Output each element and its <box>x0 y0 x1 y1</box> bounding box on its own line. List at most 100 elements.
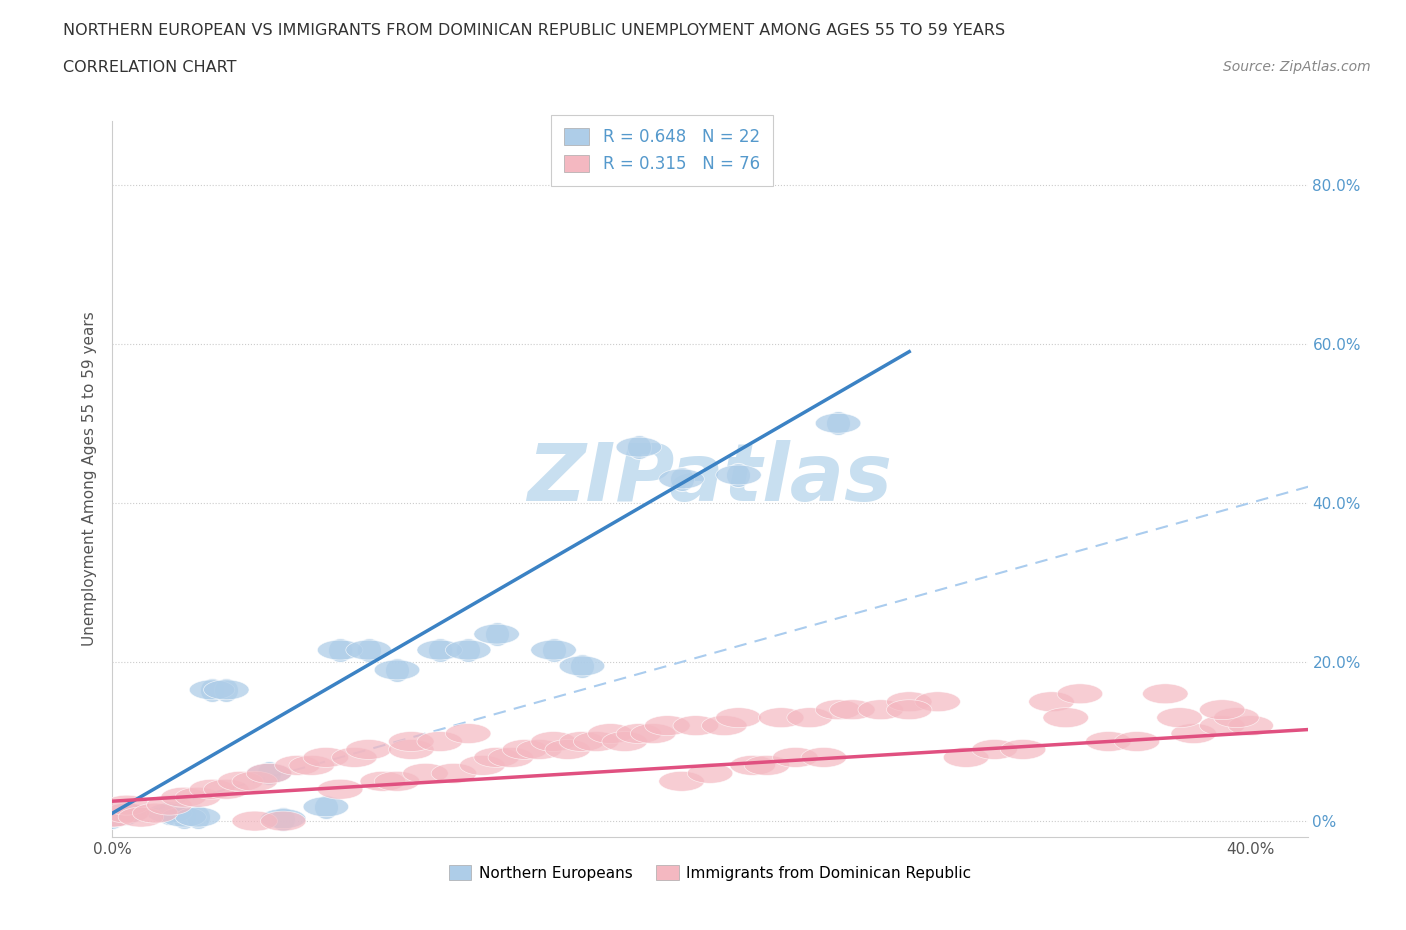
Ellipse shape <box>104 795 149 815</box>
Point <box>485 627 508 642</box>
Ellipse shape <box>730 755 776 776</box>
Ellipse shape <box>801 748 846 767</box>
Ellipse shape <box>176 788 221 807</box>
Ellipse shape <box>90 807 135 827</box>
Ellipse shape <box>830 699 875 720</box>
Ellipse shape <box>1085 732 1132 751</box>
Point <box>115 805 138 820</box>
Ellipse shape <box>1114 732 1160 751</box>
Ellipse shape <box>744 755 790 776</box>
Text: NORTHERN EUROPEAN VS IMMIGRANTS FROM DOMINICAN REPUBLIC UNEMPLOYMENT AMONG AGES : NORTHERN EUROPEAN VS IMMIGRANTS FROM DOM… <box>63 23 1005 38</box>
Point <box>543 643 565 658</box>
Ellipse shape <box>418 640 463 660</box>
Ellipse shape <box>474 624 519 644</box>
Point <box>671 472 693 486</box>
Ellipse shape <box>815 413 860 433</box>
Ellipse shape <box>246 764 292 783</box>
Ellipse shape <box>218 771 263 791</box>
Ellipse shape <box>560 732 605 751</box>
Ellipse shape <box>160 807 207 827</box>
Ellipse shape <box>90 807 135 827</box>
Ellipse shape <box>673 716 718 736</box>
Ellipse shape <box>702 716 747 736</box>
Legend: Northern Europeans, Immigrants from Dominican Republic: Northern Europeans, Immigrants from Domi… <box>443 858 977 886</box>
Ellipse shape <box>260 809 307 829</box>
Ellipse shape <box>773 748 818 767</box>
Point <box>187 810 209 825</box>
Ellipse shape <box>132 804 179 823</box>
Ellipse shape <box>1057 684 1102 704</box>
Ellipse shape <box>374 660 420 680</box>
Ellipse shape <box>716 465 761 485</box>
Ellipse shape <box>886 699 932 720</box>
Ellipse shape <box>104 804 149 823</box>
Ellipse shape <box>716 708 761 727</box>
Ellipse shape <box>1029 692 1074 711</box>
Ellipse shape <box>104 804 149 823</box>
Ellipse shape <box>1043 708 1088 727</box>
Ellipse shape <box>758 708 804 727</box>
Point <box>271 811 294 826</box>
Ellipse shape <box>972 739 1018 760</box>
Ellipse shape <box>915 692 960 711</box>
Ellipse shape <box>204 779 249 799</box>
Text: CORRELATION CHART: CORRELATION CHART <box>63 60 236 75</box>
Ellipse shape <box>688 764 733 783</box>
Ellipse shape <box>432 764 477 783</box>
Text: Source: ZipAtlas.com: Source: ZipAtlas.com <box>1223 60 1371 74</box>
Ellipse shape <box>602 732 647 751</box>
Ellipse shape <box>146 795 193 815</box>
Ellipse shape <box>546 739 591 760</box>
Point <box>315 799 337 814</box>
Ellipse shape <box>260 811 307 831</box>
Ellipse shape <box>1000 739 1046 760</box>
Ellipse shape <box>232 811 277 831</box>
Point <box>357 643 380 658</box>
Point <box>101 810 124 825</box>
Point <box>201 683 224 698</box>
Ellipse shape <box>346 739 391 760</box>
Ellipse shape <box>304 797 349 817</box>
Ellipse shape <box>659 771 704 791</box>
Point <box>329 643 352 658</box>
Ellipse shape <box>574 732 619 751</box>
Ellipse shape <box>531 640 576 660</box>
Ellipse shape <box>588 724 633 743</box>
Ellipse shape <box>1171 724 1216 743</box>
Ellipse shape <box>446 640 491 660</box>
Y-axis label: Unemployment Among Ages 55 to 59 years: Unemployment Among Ages 55 to 59 years <box>82 312 97 646</box>
Point <box>385 662 408 677</box>
Ellipse shape <box>531 732 576 751</box>
Point <box>627 440 650 455</box>
Ellipse shape <box>659 469 704 489</box>
Ellipse shape <box>332 748 377 767</box>
Ellipse shape <box>886 692 932 711</box>
Ellipse shape <box>516 739 562 760</box>
Ellipse shape <box>616 724 662 743</box>
Ellipse shape <box>787 708 832 727</box>
Point <box>157 805 180 820</box>
Point <box>727 468 749 483</box>
Ellipse shape <box>190 779 235 799</box>
Ellipse shape <box>90 807 135 827</box>
Ellipse shape <box>858 699 904 720</box>
Ellipse shape <box>374 771 420 791</box>
Ellipse shape <box>1213 708 1260 727</box>
Ellipse shape <box>560 656 605 676</box>
Ellipse shape <box>146 804 193 823</box>
Point <box>827 416 849 431</box>
Ellipse shape <box>1143 684 1188 704</box>
Ellipse shape <box>204 680 249 699</box>
Ellipse shape <box>160 788 207 807</box>
Ellipse shape <box>815 699 860 720</box>
Ellipse shape <box>644 716 690 736</box>
Ellipse shape <box>402 764 449 783</box>
Point <box>215 683 238 698</box>
Ellipse shape <box>1227 716 1274 736</box>
Ellipse shape <box>318 640 363 660</box>
Point <box>257 766 280 781</box>
Ellipse shape <box>1199 699 1244 720</box>
Ellipse shape <box>502 739 548 760</box>
Ellipse shape <box>616 437 662 457</box>
Ellipse shape <box>1199 716 1244 736</box>
